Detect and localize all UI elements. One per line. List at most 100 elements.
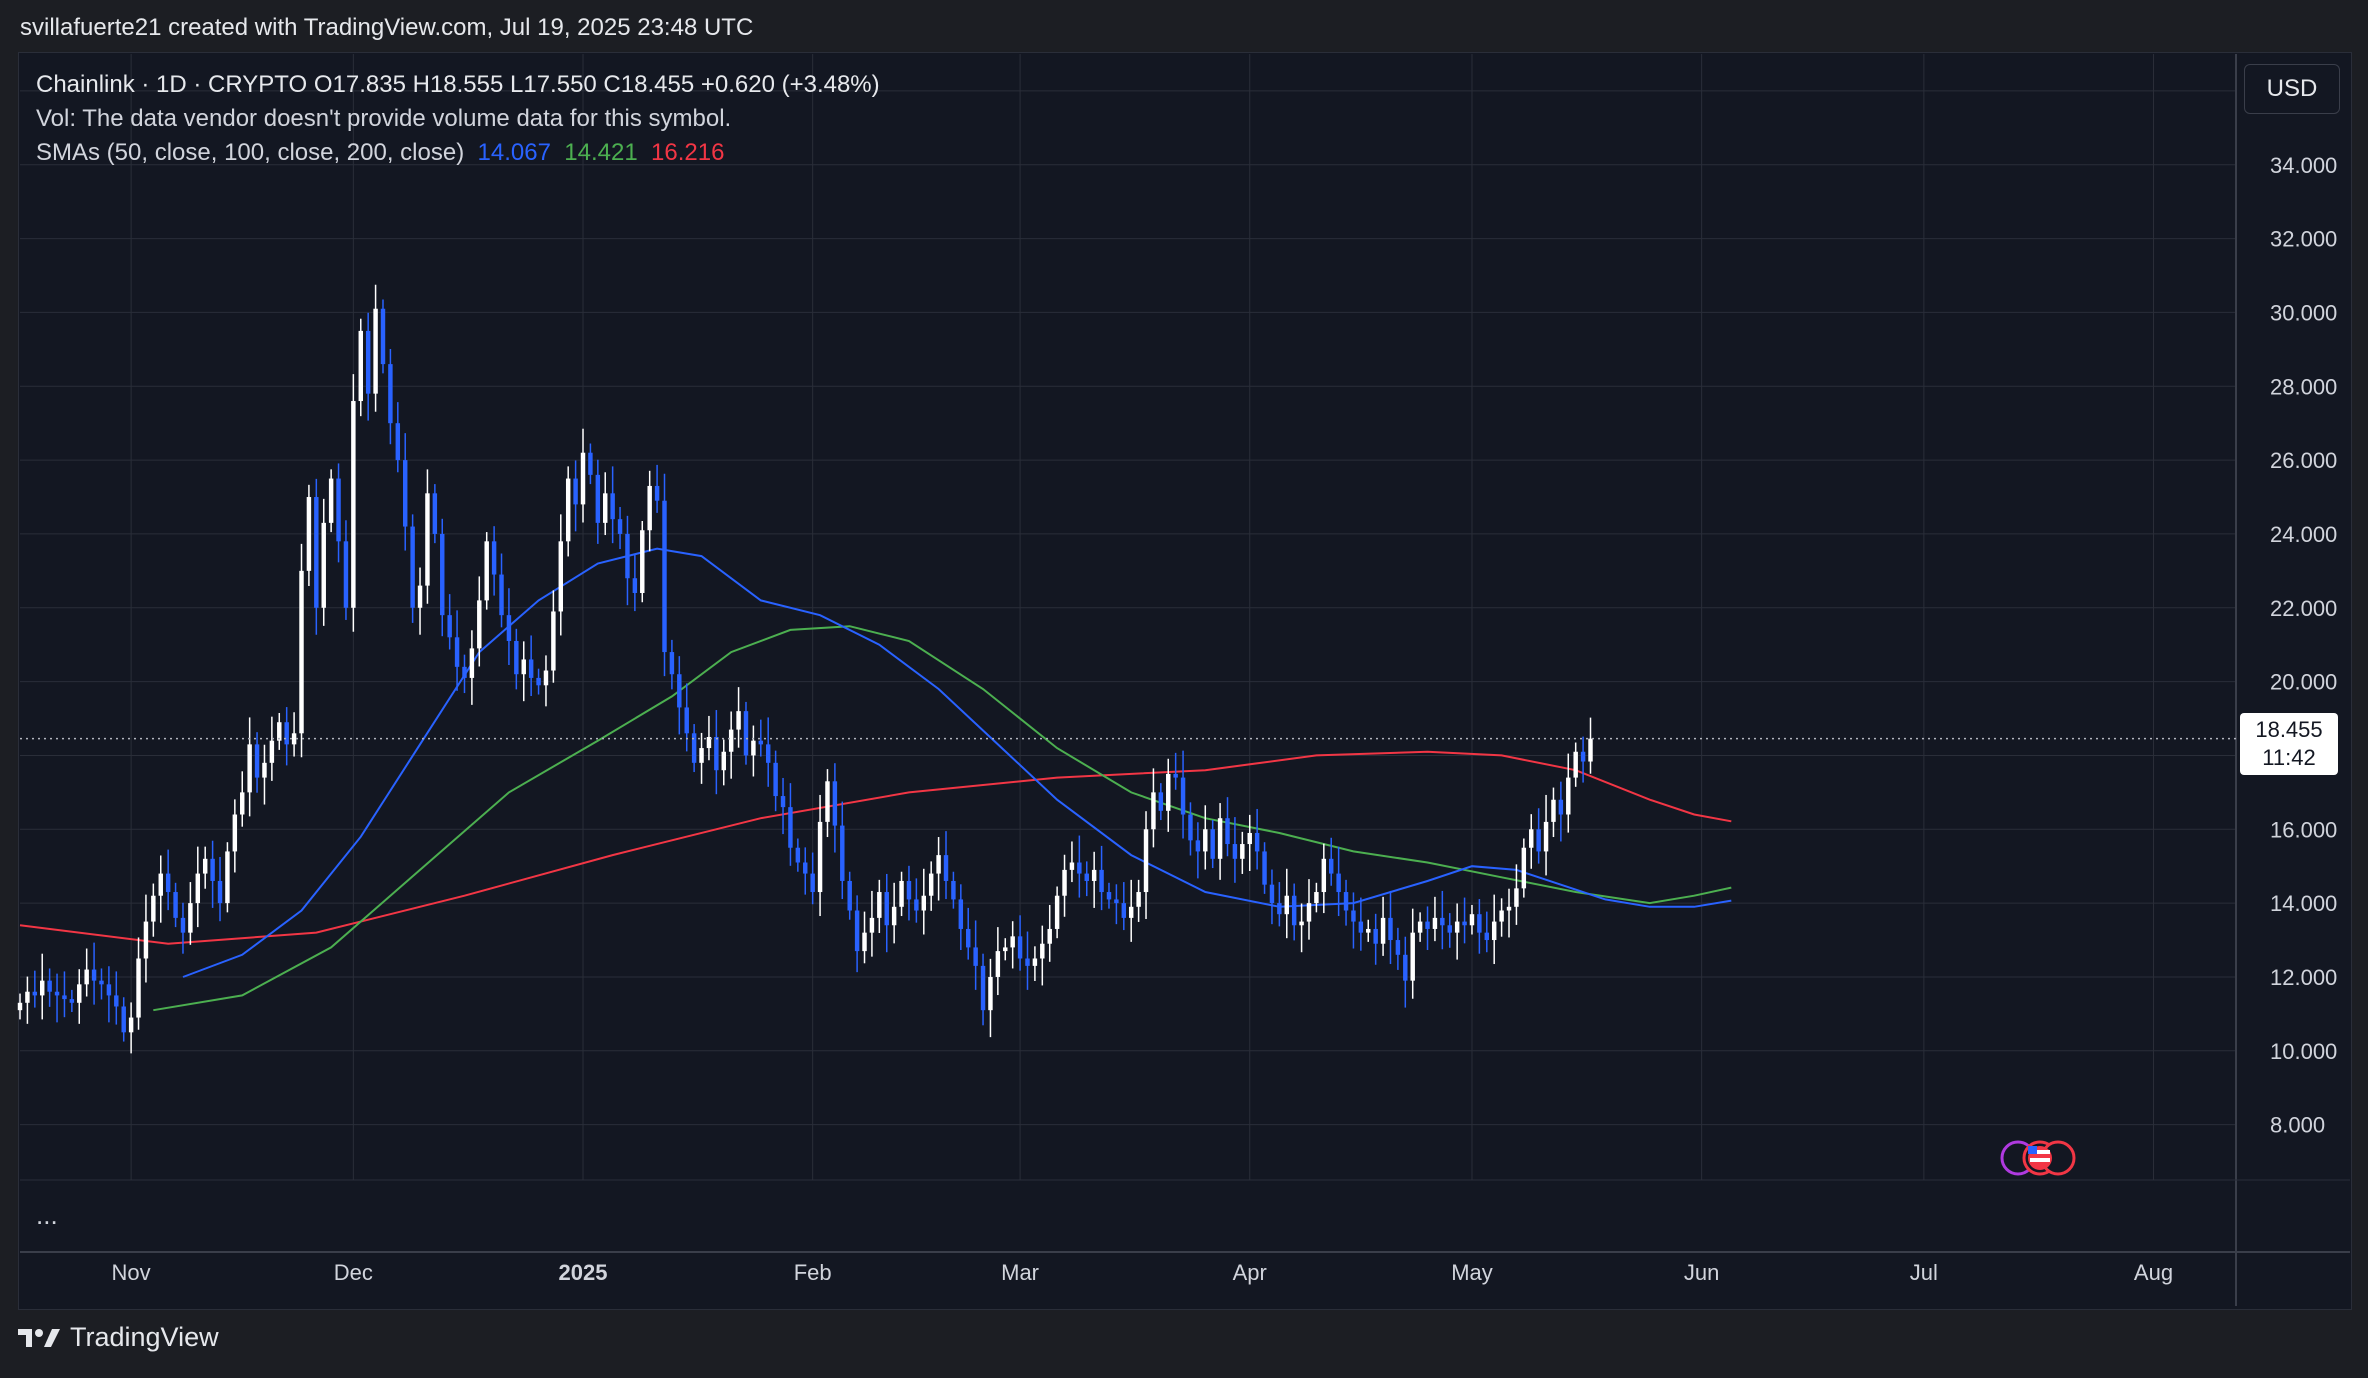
candle-body <box>1491 921 1497 941</box>
candle-body <box>980 965 986 1011</box>
y-tick-label: 24.000 <box>2270 522 2337 547</box>
candle-body <box>788 807 793 848</box>
candle-body <box>128 1017 134 1033</box>
candle-body <box>188 903 193 933</box>
sma200-line <box>19 750 1732 945</box>
chart-attribution: svillafuerte21 created with TradingView.… <box>20 14 754 41</box>
candle-body <box>603 493 608 523</box>
candle-body <box>232 814 238 852</box>
candle-body <box>832 781 838 826</box>
candle-body <box>25 991 30 1003</box>
candle-body <box>1017 936 1023 959</box>
candle-body <box>1291 895 1297 926</box>
candle-body <box>1225 818 1230 845</box>
y-tick-label: 30.000 <box>2270 300 2337 325</box>
candle-body <box>1551 799 1556 822</box>
candle-body <box>1536 829 1541 852</box>
candle-body <box>380 308 386 365</box>
candle-body <box>447 615 452 638</box>
candle-body <box>1158 792 1164 811</box>
candle-body <box>1417 921 1423 933</box>
candle-body <box>1351 910 1356 922</box>
candle-body <box>32 991 38 996</box>
more-indicators-button[interactable]: ... <box>36 1200 58 1230</box>
candle-body <box>77 984 82 1003</box>
candle-body <box>62 995 67 1000</box>
candle-body <box>1277 903 1282 915</box>
sma50-line <box>182 547 1732 978</box>
candle-body <box>565 478 571 542</box>
chart-panel[interactable] <box>18 52 2352 1310</box>
candle-body <box>54 991 60 996</box>
sma-legend-line: SMAs (50, close, 100, close, 200, close)… <box>36 136 880 170</box>
candle-body <box>1454 921 1460 933</box>
y-tick-label: 16.000 <box>2270 817 2337 842</box>
candle-body <box>847 880 852 911</box>
candle-body <box>1269 884 1275 904</box>
candle-body <box>402 460 408 527</box>
candle-body <box>173 892 178 918</box>
candle-body <box>217 880 223 904</box>
candle-body <box>1173 773 1178 778</box>
candle-body <box>343 541 349 608</box>
candle-body <box>1314 892 1319 904</box>
candle-body <box>1403 954 1408 981</box>
candle-body <box>721 751 726 771</box>
candle-body <box>1054 895 1060 929</box>
candle-body <box>1128 906 1134 918</box>
y-tick-label: 22.000 <box>2270 596 2337 621</box>
candle-body <box>1573 751 1578 778</box>
candle-body <box>180 917 186 933</box>
candle-body <box>410 526 415 608</box>
candle-body <box>1343 892 1349 911</box>
candle-body <box>1477 914 1482 933</box>
candle-body <box>1447 925 1452 933</box>
candle-body <box>1180 777 1186 815</box>
candle-body <box>699 748 704 763</box>
candle-body <box>1366 928 1371 933</box>
volume-note: Vol: The data vendor doesn't provide vol… <box>36 105 732 132</box>
candle-body <box>1151 792 1156 830</box>
candle-body <box>854 910 860 952</box>
candle-body <box>773 762 778 797</box>
candle-body <box>462 666 467 678</box>
candle-body <box>158 873 163 896</box>
candle-body <box>210 858 215 881</box>
candle-body <box>758 740 764 745</box>
footer-brand: TradingView <box>18 1322 219 1353</box>
candle-body <box>1543 821 1549 852</box>
currency-button[interactable]: USD <box>2244 64 2340 114</box>
candle-body <box>640 530 645 594</box>
y-tick-label: 14.000 <box>2270 891 2337 916</box>
candle-body <box>1114 899 1119 904</box>
candle-body <box>1195 840 1201 852</box>
candle-body <box>580 452 586 505</box>
candle-body <box>988 976 993 1011</box>
candle-body <box>143 921 149 959</box>
candle-body <box>543 670 549 686</box>
candle-body <box>1203 829 1208 852</box>
us-flag-stripe <box>2030 1158 2050 1162</box>
candle-body <box>1069 862 1075 870</box>
candle-body <box>469 648 475 678</box>
candle-body <box>17 1002 23 1011</box>
candle-body <box>1032 958 1038 966</box>
candle-body <box>1217 818 1223 859</box>
candle-body <box>47 980 52 992</box>
sma50-value: 14.067 <box>477 139 551 166</box>
candle-body <box>1566 777 1571 815</box>
candle-body <box>277 722 282 741</box>
candle-body <box>106 984 112 996</box>
candle-body <box>751 740 756 756</box>
y-tick-label: 20.000 <box>2270 670 2337 695</box>
candle-body <box>1166 773 1171 811</box>
candle-body <box>1240 844 1245 859</box>
symbol-ohlc-line: Chainlink · 1D · CRYPTO O17.835 H18.555 … <box>36 71 880 98</box>
candle-body <box>1529 829 1534 848</box>
sma100-value: 14.421 <box>564 139 638 166</box>
candle-body <box>632 578 638 594</box>
y-tick-label: 26.000 <box>2270 448 2337 473</box>
last-price-tag: 18.455 11:42 <box>2240 712 2338 775</box>
candle-body <box>1588 738 1593 762</box>
